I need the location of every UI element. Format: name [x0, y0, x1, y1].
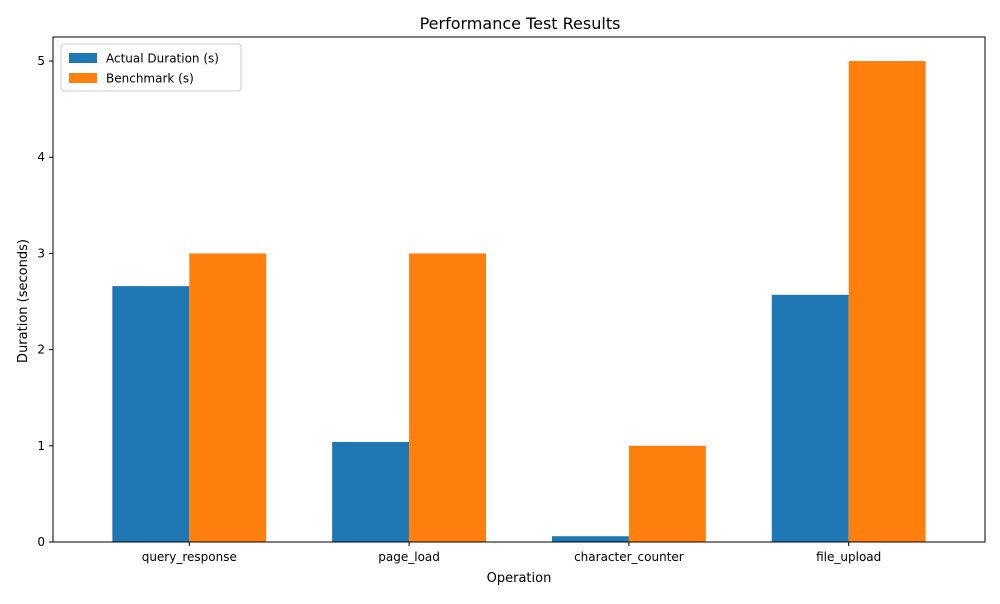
- x-tick-label: query_response: [142, 550, 237, 564]
- chart-title: Performance Test Results: [420, 14, 621, 33]
- y-tick-label: 4: [37, 150, 45, 164]
- plot-frame: [52, 36, 986, 543]
- bar-actual-character_counter: [551, 536, 629, 542]
- legend-label: Benchmark (s): [106, 72, 194, 86]
- bar-actual-page_load: [332, 441, 410, 542]
- x-tick-label: file_upload: [816, 550, 881, 564]
- bar-benchmark-page_load: [409, 253, 487, 542]
- legend-label: Actual Duration (s): [106, 52, 219, 66]
- bar-benchmark-file_upload: [848, 61, 926, 543]
- x-axis-label: Operation: [487, 571, 552, 586]
- y-tick-label: 5: [37, 54, 45, 68]
- x-tick-label: character_counter: [574, 550, 684, 564]
- legend: Actual Duration (s) Benchmark (s): [60, 43, 242, 92]
- y-tick-label: 1: [37, 439, 45, 453]
- bar-benchmark-query_response: [189, 253, 267, 542]
- legend-swatch: [69, 73, 97, 83]
- bar-actual-file_upload: [771, 294, 849, 542]
- bar-actual-query_response: [112, 286, 190, 542]
- axes-layer: 0 1 2 3 4 5 query_response page_load character_c…: [37, 36, 986, 564]
- legend-box: [60, 43, 242, 92]
- bars-layer: [112, 61, 926, 543]
- y-axis-label: Duration (seconds): [16, 239, 31, 363]
- x-tick-label: page_load: [378, 550, 440, 564]
- y-tick-label: 0: [37, 535, 45, 549]
- y-tick-label: 2: [37, 343, 45, 357]
- legend-swatch: [69, 53, 97, 63]
- bar-benchmark-character_counter: [628, 445, 706, 542]
- y-tick-label: 3: [37, 246, 45, 260]
